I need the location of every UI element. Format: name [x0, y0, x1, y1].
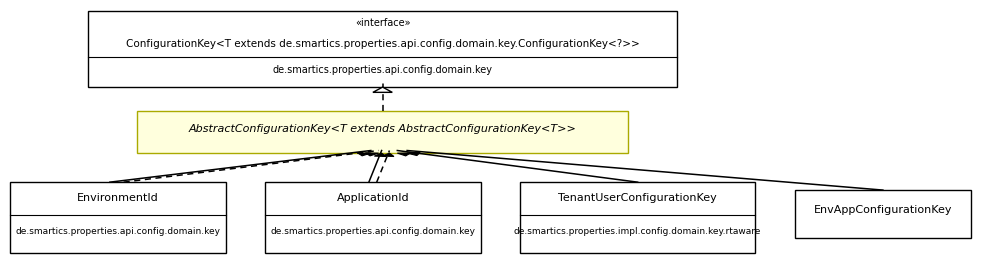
- Text: ConfigurationKey<T extends de.smartics.properties.api.config.domain.key.Configur: ConfigurationKey<T extends de.smartics.p…: [126, 39, 640, 49]
- Polygon shape: [375, 153, 387, 157]
- Bar: [10, 182, 226, 253]
- Polygon shape: [358, 153, 371, 156]
- Text: de.smartics.properties.api.config.domain.key: de.smartics.properties.api.config.domain…: [271, 227, 475, 235]
- Bar: [520, 182, 755, 253]
- Text: de.smartics.properties.api.config.domain.key: de.smartics.properties.api.config.domain…: [16, 227, 220, 235]
- Text: EnvironmentId: EnvironmentId: [77, 193, 159, 203]
- Text: EnvAppConfigurationKey: EnvAppConfigurationKey: [813, 205, 953, 215]
- Bar: [265, 182, 481, 253]
- Polygon shape: [365, 153, 379, 156]
- Text: de.smartics.properties.impl.config.domain.key.rtaware: de.smartics.properties.impl.config.domai…: [514, 227, 761, 235]
- Text: TenantUserConfigurationKey: TenantUserConfigurationKey: [558, 193, 717, 203]
- Text: ApplicationId: ApplicationId: [336, 193, 409, 203]
- Bar: [88, 11, 677, 87]
- Bar: [137, 111, 628, 153]
- Polygon shape: [397, 153, 411, 156]
- Bar: [795, 190, 971, 238]
- Text: «interface»: «interface»: [355, 18, 410, 28]
- Polygon shape: [383, 153, 394, 157]
- Text: AbstractConfigurationKey<T extends AbstractConfigurationKey<T>>: AbstractConfigurationKey<T extends Abstr…: [188, 124, 577, 134]
- Polygon shape: [373, 87, 392, 92]
- Polygon shape: [407, 153, 420, 155]
- Text: de.smartics.properties.api.config.domain.key: de.smartics.properties.api.config.domain…: [273, 64, 492, 74]
